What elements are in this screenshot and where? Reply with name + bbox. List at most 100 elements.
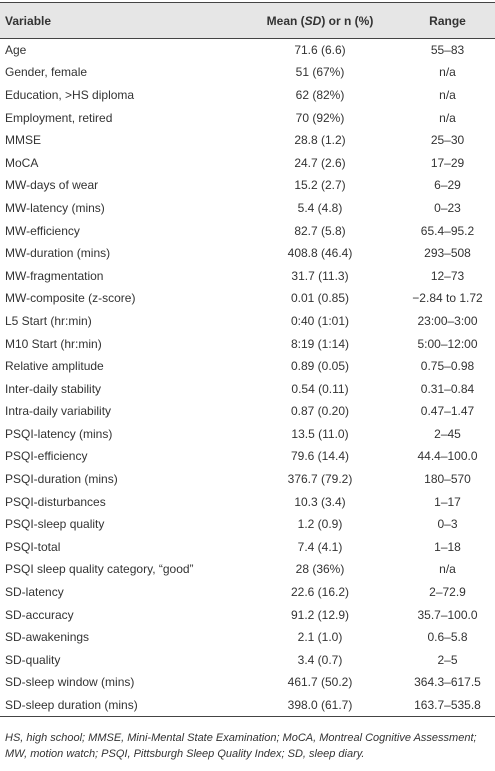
table-cell: 10.3 (3.4) bbox=[294, 494, 346, 509]
table-row: M10 Start (hr:min) 8:19 (1:14) 5:00–12:00 bbox=[0, 332, 495, 355]
table-cell: 163.7–535.8 bbox=[400, 693, 495, 717]
table-cell: SD-quality bbox=[5, 652, 61, 667]
table-cell: Relative amplitude bbox=[5, 359, 104, 374]
table-cell: SD-accuracy bbox=[5, 607, 74, 622]
table-row: PSQI-efficiency 79.6 (14.4) 44.4–100.0 bbox=[0, 445, 495, 468]
table-cell: PSQI-total bbox=[5, 539, 61, 554]
table-row: Inter-daily stability 0.54 (0.11) 0.31–0.8… bbox=[0, 377, 495, 400]
header-cell: Range bbox=[400, 2, 495, 39]
table-cell: 7.4 (4.1) bbox=[297, 539, 343, 554]
table-cell: 5:00–12:00 bbox=[417, 336, 478, 351]
table-cell: 3.4 (0.7) bbox=[297, 652, 343, 667]
table-cell: 28.8 (1.2) bbox=[294, 133, 346, 148]
table-cell: 2–72.9 bbox=[429, 585, 466, 600]
table-cell: 398.0 (61.7) bbox=[240, 693, 400, 717]
table-cell: 22.6 (16.2) bbox=[290, 585, 350, 600]
table-cell: 1–17 bbox=[434, 494, 461, 509]
header-row: Variable Mean (SD) or n (%) Range bbox=[0, 2, 495, 39]
table-cell: 293–508 bbox=[424, 246, 471, 261]
table-row: MW-duration (mins) 408.8 (46.4) 293–508 bbox=[0, 242, 495, 265]
table-row: MW-days of wear 15.2 (2.7) 6–29 bbox=[0, 174, 495, 197]
table-cell: 2–45 bbox=[434, 426, 461, 441]
table-cell: Education, >HS diploma bbox=[5, 87, 135, 102]
data-table: Variable Mean (SD) or n (%) Range Age 71.… bbox=[0, 2, 495, 717]
footnote: HS, high school; MMSE, Mini-Mental State… bbox=[5, 732, 477, 760]
table-cell: 25–30 bbox=[430, 133, 465, 148]
table-cell: 0–23 bbox=[434, 200, 461, 215]
table-cell: 28 (36%) bbox=[295, 562, 345, 577]
table-row: PSQI-disturbances 10.3 (3.4) 1–17 bbox=[0, 490, 495, 513]
table-cell: 408.8 (46.4) bbox=[287, 246, 353, 261]
table-cell: 51 (67%) bbox=[295, 65, 345, 80]
table-cell: 17–29 bbox=[430, 155, 465, 170]
table-cell: 0.6–5.8 bbox=[427, 630, 468, 645]
table-cell: 180–570 bbox=[424, 472, 471, 487]
header-cell: Mean (SD) or n (%) bbox=[240, 2, 400, 39]
table-cell: MW-latency (mins) bbox=[5, 200, 105, 215]
table-row: PSQI-duration (mins) 376.7 (79.2) 180–570 bbox=[0, 468, 495, 491]
table-cell: Gender, female bbox=[5, 65, 88, 80]
table-cell: 376.7 (79.2) bbox=[287, 472, 353, 487]
table-row: MW-efficiency 82.7 (5.8) 65.4–95.2 bbox=[0, 219, 495, 242]
table-cell: PSQI-latency (mins) bbox=[5, 426, 113, 441]
table-cell: 0.54 (0.11) bbox=[291, 381, 349, 396]
table-cell: 31.7 (11.3) bbox=[291, 268, 349, 283]
table-row: Age 71.6 (6.6) 55–83 bbox=[0, 39, 495, 62]
header-text: ) or n (%) bbox=[321, 13, 374, 28]
table-row: MoCA 24.7 (2.6) 17–29 bbox=[0, 151, 495, 174]
table-cell: n/a bbox=[439, 110, 456, 125]
table-cell: 24.7 (2.6) bbox=[294, 155, 346, 170]
table-cell: 91.2 (12.9) bbox=[290, 607, 350, 622]
table-cell: 62 (82%) bbox=[295, 87, 345, 102]
table-row: Education, >HS diploma 62 (82%) n/a bbox=[0, 84, 495, 107]
table-cell: 8:19 (1:14) bbox=[290, 336, 350, 351]
table-cell: n/a bbox=[439, 87, 456, 102]
table-cell: 79.6 (14.4) bbox=[290, 449, 350, 464]
table-cell: 364.3–617.5 bbox=[414, 675, 481, 690]
table-cell: 65.4–95.2 bbox=[420, 223, 475, 238]
table-cell: 0:40 (1:01) bbox=[290, 313, 350, 328]
table-cell: 2–5 bbox=[437, 652, 458, 667]
table-row: Relative amplitude 0.89 (0.05) 0.75–0.98 bbox=[0, 355, 495, 378]
table-row: MMSE 28.8 (1.2) 25–30 bbox=[0, 129, 495, 152]
table-cell: PSQI-duration (mins) bbox=[5, 472, 118, 487]
table-row: PSQI-total 7.4 (4.1) 1–18 bbox=[0, 536, 495, 559]
table-row: SD-quality 3.4 (0.7) 2–5 bbox=[0, 649, 495, 672]
table-cell: 1–18 bbox=[434, 539, 461, 554]
table-cell: 70 (92%) bbox=[295, 110, 345, 125]
table-cell: SD-latency bbox=[5, 585, 64, 600]
table-cell: −2.84 to 1.72 bbox=[412, 291, 483, 306]
table-cell: MW-days of wear bbox=[5, 178, 99, 193]
table-row: L5 Start (hr:min) 0:40 (1:01) 23:00–3:00 bbox=[0, 310, 495, 333]
table-row: MW-fragmentation 31.7 (11.3) 12–73 bbox=[0, 264, 495, 287]
table-cell: 1.2 (0.9) bbox=[297, 517, 343, 532]
table-body: Age 71.6 (6.6) 55–83 Gender, female 51 (67%)… bbox=[0, 39, 495, 717]
table-cell: PSQI-sleep quality bbox=[5, 517, 105, 532]
table-cell: MW-composite (z-score) bbox=[5, 291, 136, 306]
table-cell: Employment, retired bbox=[5, 110, 113, 125]
table-cell: 0.89 (0.05) bbox=[290, 359, 350, 374]
table-cell: 461.7 (50.2) bbox=[287, 675, 353, 690]
table-cell: PSQI-disturbances bbox=[5, 494, 106, 509]
table-row: SD-latency 22.6 (16.2) 2–72.9 bbox=[0, 581, 495, 604]
table-cell: PSQI-efficiency bbox=[5, 449, 88, 464]
table-cell: 0.31–0.84 bbox=[420, 381, 475, 396]
table-cell: 55–83 bbox=[430, 43, 465, 58]
table-cell: Intra-daily variability bbox=[5, 404, 112, 419]
table-cell: 23:00–3:00 bbox=[417, 313, 478, 328]
table-row: SD-awakenings 2.1 (1.0) 0.6–5.8 bbox=[0, 626, 495, 649]
table-cell: 0.01 (0.85) bbox=[290, 291, 350, 306]
table-row: SD-sleep window (mins) 461.7 (50.2) 364.3–… bbox=[0, 671, 495, 694]
table-cell: 0.87 (0.20) bbox=[290, 404, 350, 419]
table-cell: MW-fragmentation bbox=[5, 268, 104, 283]
table-cell: MoCA bbox=[5, 155, 39, 170]
table-row: SD-accuracy 91.2 (12.9) 35.7–100.0 bbox=[0, 603, 495, 626]
table-row: PSQI sleep quality category, “good” 28 (3… bbox=[0, 558, 495, 581]
table-cell: SD-sleep duration (mins) bbox=[0, 693, 240, 717]
table-cell: 0.47–1.47 bbox=[420, 404, 475, 419]
table-cell: 6–29 bbox=[434, 178, 461, 193]
table-row: SD-sleep duration (mins) 398.0 (61.7) 163.… bbox=[0, 693, 495, 717]
table-row: MW-composite (z-score) 0.01 (0.85) −2.84 t… bbox=[0, 287, 495, 310]
table-cell: 0–3 bbox=[437, 517, 458, 532]
table-cell: L5 Start (hr:min) bbox=[5, 313, 92, 328]
